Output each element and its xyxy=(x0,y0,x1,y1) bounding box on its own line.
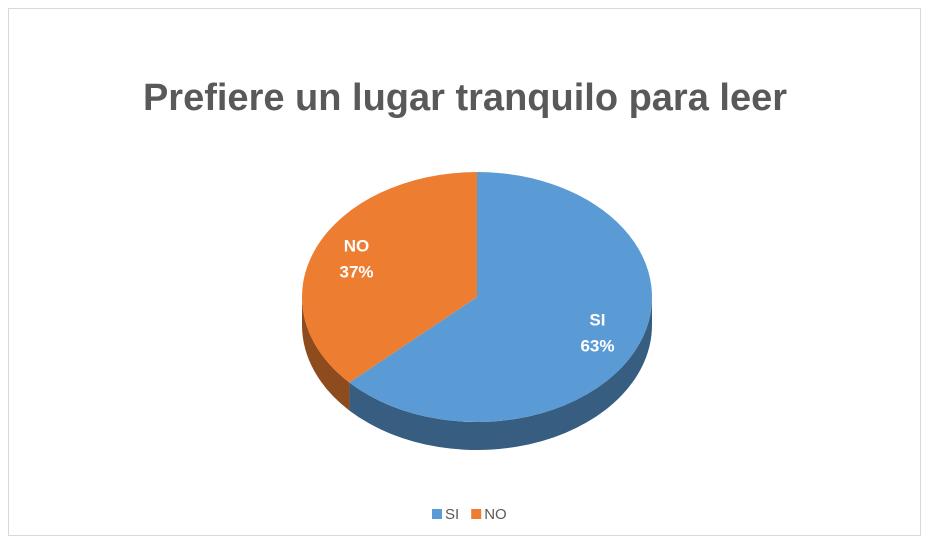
pie-slice-side xyxy=(349,297,652,450)
pie-slice xyxy=(301,172,477,383)
slice-label: NO xyxy=(344,236,370,255)
legend-label: SI xyxy=(445,506,459,523)
slice-value-label: 37% xyxy=(340,262,374,281)
legend-swatch xyxy=(432,509,442,519)
legend-label: NO xyxy=(484,506,507,523)
pie-slice-side xyxy=(302,297,350,411)
slice-label: SI xyxy=(589,311,605,330)
pie-slice xyxy=(349,172,652,422)
chart-title: Prefiere un lugar tranquilo para leer xyxy=(143,77,787,119)
slice-value-label: 63% xyxy=(580,337,614,356)
legend-swatch xyxy=(471,509,482,519)
